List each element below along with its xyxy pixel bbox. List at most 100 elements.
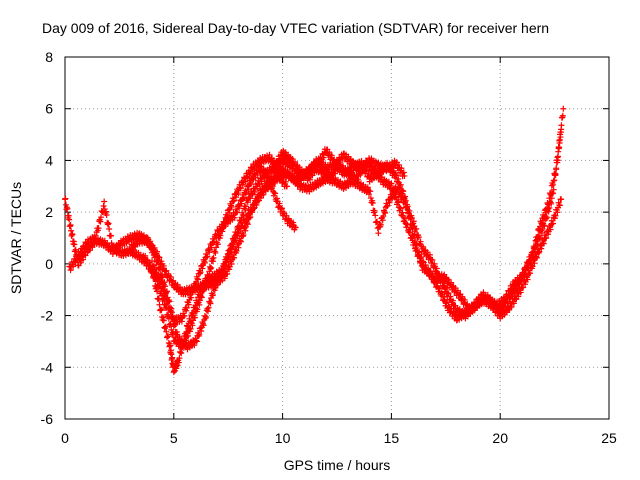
plus-marker [510,300,517,307]
plus-marker [283,183,290,190]
plus-marker [395,161,402,168]
plus-marker [230,198,237,205]
plus-marker [541,223,548,230]
plus-marker [71,241,78,248]
plus-marker [156,254,163,261]
plus-marker [403,204,410,211]
plus-marker [212,249,219,256]
plus-marker [210,254,217,261]
plus-marker [178,350,185,357]
plus-marker [237,237,244,244]
plus-marker [552,172,559,179]
plus-marker [443,285,450,292]
plus-marker [103,212,110,219]
plus-marker [540,222,547,229]
plus-marker [535,249,542,256]
plus-marker [416,258,423,265]
plus-marker [543,214,550,221]
plus-marker [191,342,198,349]
plus-marker [142,252,149,259]
plus-marker [171,321,178,328]
plus-marker [461,296,468,303]
plus-marker [545,208,552,215]
plus-marker [154,248,161,255]
plus-marker [548,195,555,202]
plus-marker [173,329,180,336]
plus-marker [188,309,195,316]
plus-marker [536,234,543,241]
plus-marker [548,200,555,207]
plus-marker [153,266,160,273]
plus-marker [245,186,252,193]
x-tick-label: 0 [61,430,69,446]
plus-marker [207,300,214,307]
plus-marker [398,165,405,172]
plus-marker [405,209,412,216]
plus-marker [160,314,167,321]
plus-marker [183,329,190,336]
plus-marker [242,227,249,234]
plus-marker [183,307,190,314]
plus-marker [528,249,535,256]
plus-marker [546,204,553,211]
plus-marker [515,284,522,291]
plus-marker [195,276,202,283]
plus-marker [556,137,563,144]
plus-marker [223,255,230,262]
plus-marker [441,294,448,301]
plus-marker [550,186,557,193]
plus-marker [260,175,267,182]
plus-marker [151,244,158,251]
plus-marker [208,264,215,271]
plus-marker [155,272,162,279]
plus-marker [418,258,425,265]
plus-marker [532,248,539,255]
plus-marker [529,263,536,270]
y-tick-label: -6 [41,411,54,427]
plus-marker [525,262,532,269]
plus-marker [534,241,541,248]
plus-marker [226,266,233,273]
plus-marker [416,251,423,258]
plus-marker [193,337,200,344]
plus-marker [177,349,184,356]
plus-marker [547,199,554,206]
plus-marker [161,324,168,331]
plus-marker [214,241,221,248]
plus-marker [170,318,177,325]
plus-marker [165,339,172,346]
plus-marker [221,220,228,227]
plus-marker [558,126,565,133]
plus-marker [397,181,404,188]
plus-marker [194,300,201,307]
plus-marker [447,293,454,300]
plus-marker [414,248,421,255]
plus-marker [436,285,443,292]
plus-marker [541,232,548,239]
plus-marker [550,181,557,188]
plus-marker [429,256,436,263]
plus-marker [411,231,418,238]
plus-marker [555,153,562,160]
plus-marker [538,229,545,236]
plus-marker [180,339,187,346]
plus-marker [239,233,246,240]
plus-marker [237,238,244,245]
plus-marker [174,362,181,369]
plus-marker [535,232,542,239]
plus-marker [101,206,108,213]
plus-marker [450,308,457,315]
plus-marker [198,328,205,335]
y-tick-label: -4 [41,359,54,375]
plus-marker [164,297,171,304]
series-track-5 [127,170,290,298]
plus-marker [531,260,538,267]
plus-marker [543,234,550,241]
plus-marker [517,289,524,296]
plus-marker [213,244,220,251]
plus-marker [548,182,555,189]
plus-marker [105,220,112,227]
plus-marker [237,219,244,226]
plus-marker [158,258,165,265]
